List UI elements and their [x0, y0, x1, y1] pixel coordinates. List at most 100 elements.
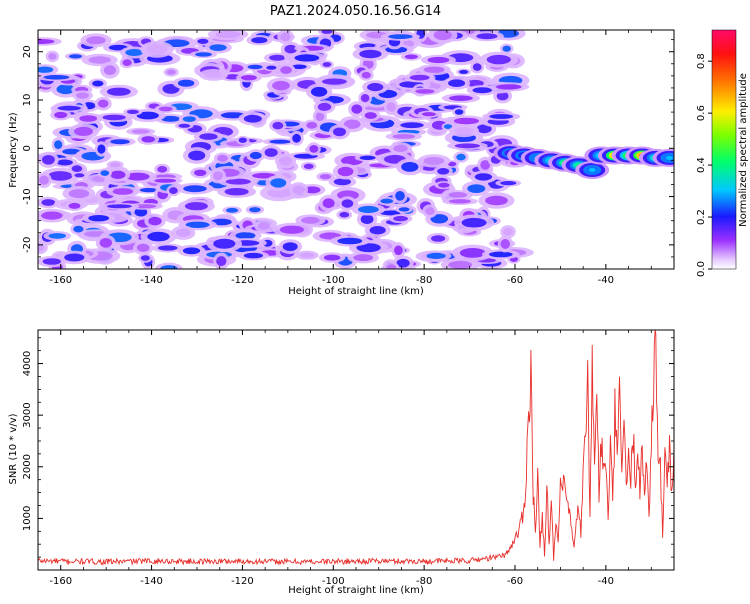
spectrogram-cell [272, 121, 284, 130]
snr-x-axis-label: Height of straight line (km) [288, 585, 424, 596]
spectrogram-cell [147, 231, 170, 242]
spectrogram-cell [503, 227, 513, 236]
spectrogram-cell [185, 221, 210, 228]
spectrogram-cell [126, 109, 139, 114]
spectrogram-cell [430, 214, 449, 224]
spectrogram-cell [500, 239, 510, 249]
spectrogram-cell [500, 181, 517, 186]
spectrogram-cell [38, 39, 55, 44]
spectrogram-cell [183, 185, 207, 193]
spectrogram-cell [393, 215, 408, 222]
snr-y-tick-label: 1000 [22, 506, 33, 531]
spectrogram-cell [448, 79, 466, 87]
spectrogram-cell [42, 155, 55, 165]
spectrogram-cell [280, 66, 292, 74]
spectrogram-cell [339, 211, 350, 218]
spectrogram-cell [323, 254, 341, 261]
snr-y-ticks: 1000 2000 3000 4000 [22, 337, 674, 571]
spectrogram-cell [73, 225, 84, 233]
spectrogram-cell [453, 117, 479, 125]
snr-y-tick-label: 3000 [22, 402, 33, 427]
spectrogram-cell [359, 49, 382, 59]
spectrogram-cell [426, 252, 446, 259]
colorbar-gradient [711, 29, 737, 270]
spectrogram-cell [398, 207, 410, 212]
spectrogram-cell [437, 168, 450, 175]
spectrogram-cell [467, 184, 486, 194]
spectrogram-cell [157, 245, 178, 251]
spectrogram-cell [243, 114, 262, 123]
colorbar-tick-label: 0.2 [696, 209, 707, 225]
spectrogram-cell [270, 178, 287, 188]
spectrogram-cell [269, 139, 291, 144]
spectrogram-cell [76, 92, 89, 99]
spectrogram-cell [360, 214, 374, 225]
spectrogram-cell [294, 54, 320, 62]
spectrogram-cell [415, 89, 435, 94]
spectrogram-cell [102, 114, 126, 121]
spectrogram-x-tick-label: -120 [231, 275, 254, 286]
spectrogram-cell [112, 188, 134, 195]
spectrogram-cell [266, 65, 277, 70]
spectrogram-cell [194, 169, 207, 176]
spectrogram-cell [353, 254, 374, 262]
spectrogram-cell [148, 216, 162, 226]
spectrogram-cell [486, 54, 511, 65]
spectrogram-cell [224, 188, 249, 196]
spectrogram-cell [42, 258, 61, 265]
spectrogram-cell [133, 204, 157, 209]
spectrogram-cell [480, 160, 491, 170]
spectrogram-cell [454, 143, 481, 149]
spectrogram-cell [343, 119, 361, 129]
spectrogram-cell [341, 199, 354, 208]
spectrogram-x-tick-label: -40 [598, 275, 614, 286]
spectrogram-cell [351, 104, 363, 114]
spectrogram-cell [476, 124, 492, 134]
spectrogram-cell [97, 144, 106, 154]
spectrogram-cell [299, 252, 315, 258]
spectrogram-cell [106, 87, 131, 96]
colorbar-label: Normalized spectral amplitude [738, 73, 749, 227]
spectrogram-x-tick-label: -160 [49, 275, 72, 286]
spectrogram-cell [39, 175, 49, 185]
spectrogram-cell [88, 215, 110, 222]
snr-panel: -160 -140 -120 -100 -80 -60 -40 1000 2000 3000 40… [8, 329, 675, 596]
spectrogram-cell [425, 207, 435, 216]
spectrogram-cell [157, 166, 168, 173]
spectrogram-x-tick-label: -60 [507, 275, 523, 286]
spectrogram-cell [280, 32, 291, 42]
spectrogram-cell [333, 178, 352, 186]
spectrogram-cell [213, 238, 236, 249]
spectrogram-cell [319, 174, 332, 180]
spectrogram-cell [238, 137, 247, 143]
spectrogram-cell [380, 198, 394, 204]
spectrogram-cell [249, 151, 262, 160]
spectrogram-signal-cell [588, 168, 596, 172]
spectrogram-cell [321, 78, 347, 85]
spectrogram-cell [226, 207, 239, 213]
spectrogram-cell [160, 265, 178, 269]
spectrogram-cell [356, 243, 381, 253]
snr-y-axis-label: SNR (10 * v/v) [8, 413, 19, 484]
spectrogram-cell [125, 172, 150, 181]
spectrogram-cell [359, 155, 376, 160]
spectrogram-cell [306, 121, 318, 129]
spectrogram-cell [333, 127, 346, 137]
spectrogram-cell [100, 170, 110, 176]
snr-y-tick-label: 2000 [22, 454, 33, 479]
spectrogram-y-tick-label: 0 [22, 145, 33, 151]
spectrogram-cell [444, 124, 453, 129]
spectrogram-cell [109, 162, 121, 168]
spectrogram-cell [110, 139, 130, 145]
spectrogram-cell [251, 37, 268, 44]
spectrogram-cell [292, 133, 301, 143]
spectrogram-cell [68, 54, 83, 59]
spectrogram-y-tick-label: -10 [22, 188, 33, 204]
spectrogram-cell [64, 253, 85, 262]
spectrogram-cell [489, 251, 513, 258]
spectrogram-cell [337, 237, 363, 245]
spectrogram-cell [257, 222, 270, 230]
spectrogram-cell [369, 226, 386, 235]
